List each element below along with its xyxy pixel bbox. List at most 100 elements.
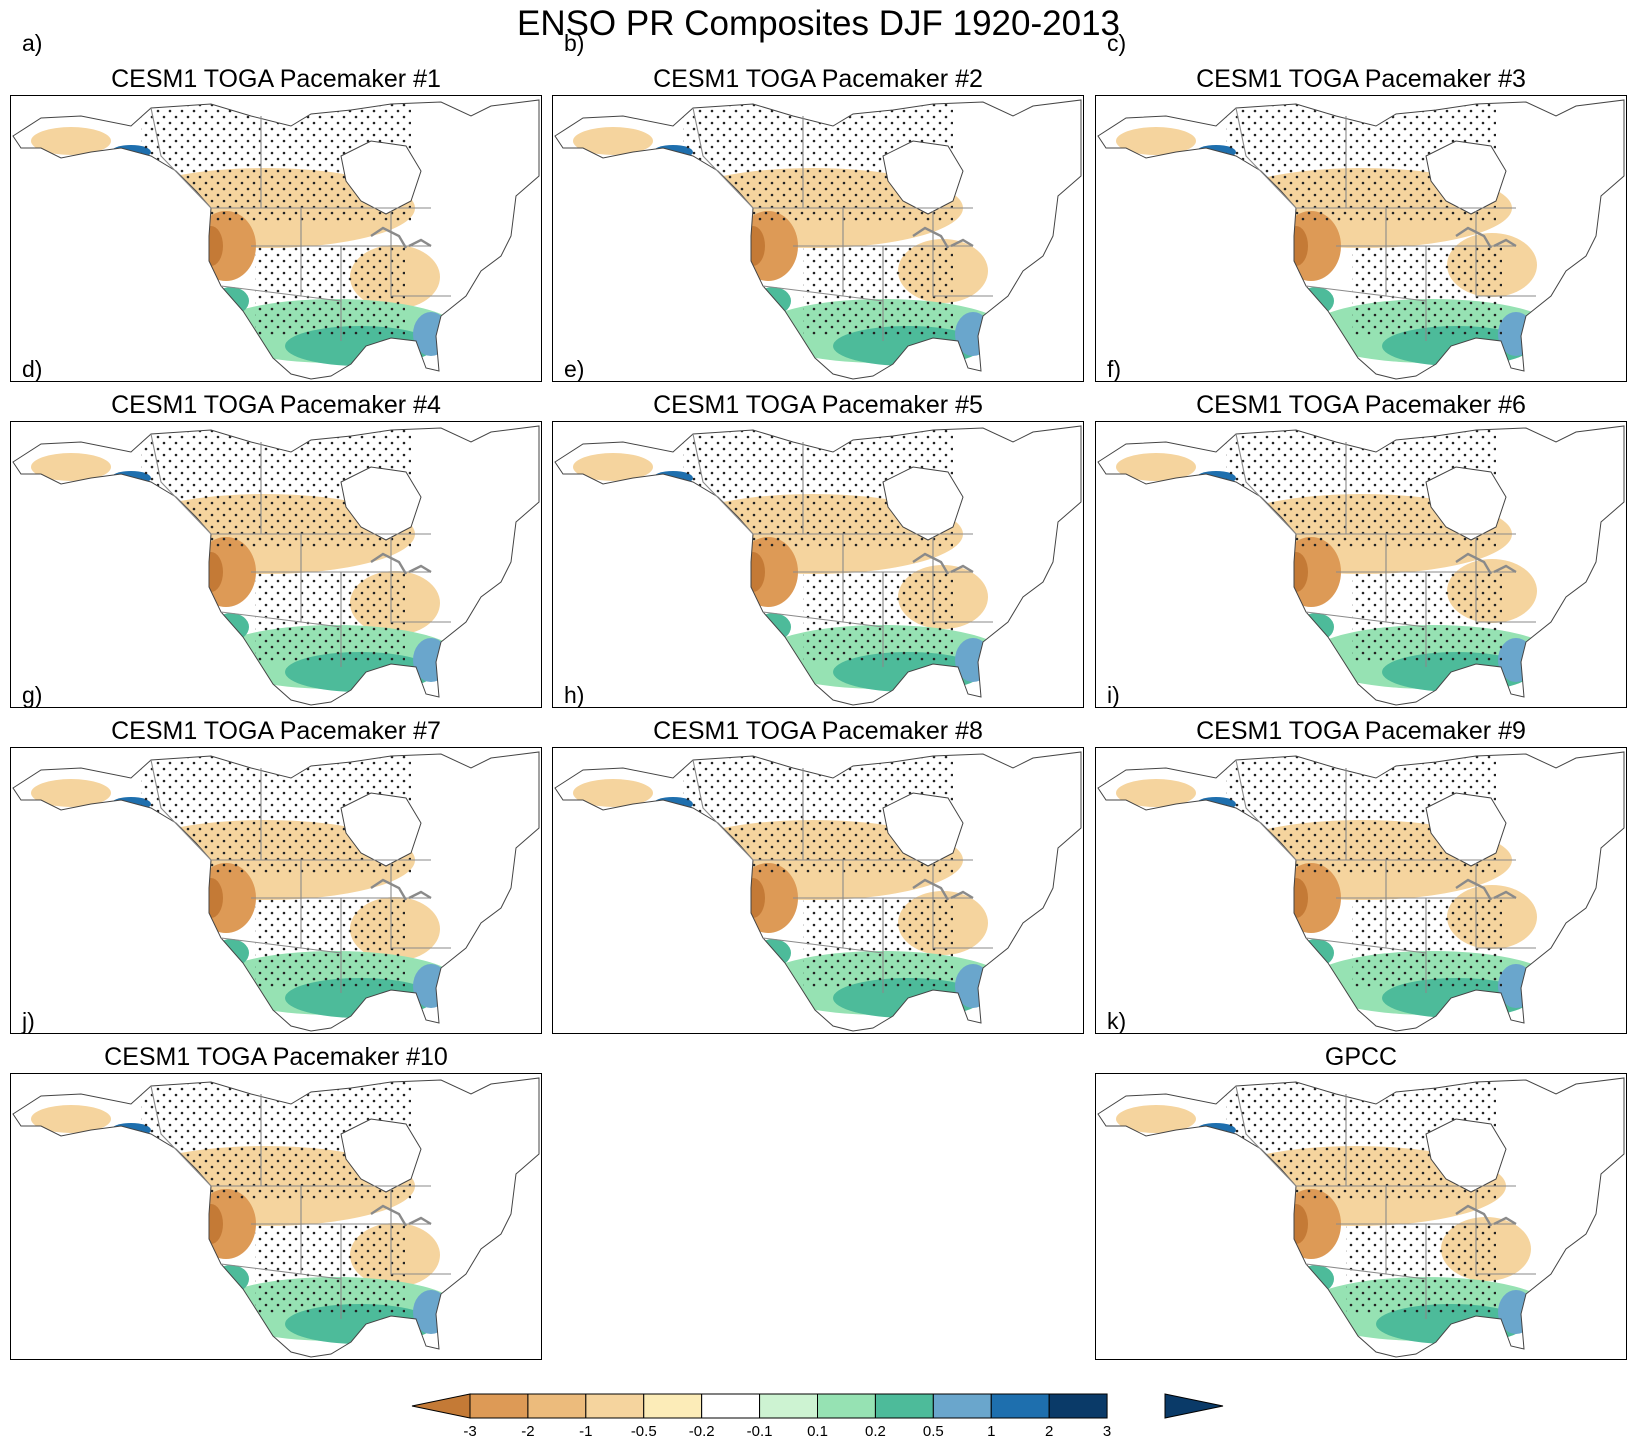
dry-region-alaska (31, 127, 111, 155)
dry-core-northwest-coast (199, 552, 223, 592)
hudson-bay (1425, 466, 1507, 541)
dry-core-northwest-coast (1284, 1204, 1308, 1244)
panel-title: CESM1 TOGA Pacemaker #2 (653, 65, 983, 93)
panel-title: CESM1 TOGA Pacemaker #10 (104, 1043, 448, 1071)
stipple-central (255, 1224, 405, 1314)
colorbar-tick-label: 0.1 (807, 1423, 828, 1440)
colorbar-tick-label: -0.1 (747, 1423, 773, 1440)
colorbar-swatch (1048, 1393, 1108, 1419)
hudson-bay (1425, 1118, 1507, 1193)
dry-core-northwest-coast (741, 226, 765, 266)
wet-core-southeast (1498, 638, 1534, 682)
precip-field (31, 752, 460, 1018)
coastline (1097, 1077, 1625, 1358)
hudson-bay (882, 466, 964, 541)
colorbar-tick-label: -3 (463, 1423, 476, 1440)
great-lakes (912, 878, 974, 901)
hudson-bay (340, 1118, 422, 1193)
coastline (554, 99, 1082, 380)
wet-core-southeast (1498, 1290, 1534, 1334)
panel-title: CESM1 TOGA Pacemaker #6 (1196, 391, 1526, 419)
precip-map (554, 99, 1082, 380)
map-frame (10, 1073, 542, 1360)
wet-region-california (213, 1265, 249, 1293)
dry-core-northwest-coast (741, 552, 765, 592)
map-frame (552, 747, 1084, 1034)
political-borders (1235, 433, 1536, 667)
panel-letter: a) (22, 30, 43, 56)
panel-title: CESM1 TOGA Pacemaker #7 (111, 717, 441, 745)
wet-core-southeast (413, 1290, 449, 1334)
dry-region-alaska (31, 1105, 111, 1133)
great-lakes (1455, 1204, 1517, 1227)
dry-region-pacific-northwest (738, 537, 798, 607)
great-lakes (1455, 552, 1517, 575)
dry-region-alaska (1116, 779, 1196, 807)
dry-core-northwest-coast (199, 1204, 223, 1244)
wet-core-southeast (413, 638, 449, 682)
precip-field (573, 752, 1008, 1018)
colorbar: -3 -2 -1 -0.5 -0.2 -0.1 0.1 0.2 0.5 1 2 3 (411, 1393, 1224, 1440)
colorbar-tick-label: 3 (1103, 1423, 1111, 1440)
wet-region-california (1298, 613, 1334, 641)
precip-map (12, 425, 540, 706)
great-lakes (912, 226, 974, 249)
map-frame (1095, 747, 1627, 1034)
dry-region-alaska (573, 779, 653, 807)
political-borders (1235, 107, 1536, 341)
precip-map (12, 99, 540, 380)
coastline (554, 751, 1082, 1032)
map-frame (1095, 421, 1627, 708)
wet-core-southeast (413, 964, 449, 1008)
political-borders (150, 433, 451, 667)
wet-core-southeast (955, 312, 991, 356)
panel-title: GPCC (1324, 1043, 1398, 1071)
dry-region-pacific-northwest (196, 537, 256, 607)
map-frame (10, 95, 542, 382)
precip-map (554, 425, 1082, 706)
coastline (1097, 751, 1625, 1032)
precip-map (12, 751, 540, 1032)
hudson-bay (882, 792, 964, 867)
panel-letter: c) (1107, 30, 1127, 56)
panel-letter: j) (22, 1008, 35, 1034)
colorbar-swatch (701, 1393, 761, 1419)
precip-map (12, 1077, 540, 1358)
stipple-central (1352, 898, 1502, 988)
dry-region-alaska (1116, 1105, 1196, 1133)
panel-letter: e) (564, 356, 585, 382)
dry-core-northwest-coast (199, 226, 223, 266)
hudson-bay (882, 140, 964, 215)
dry-region-alaska (573, 453, 653, 481)
precip-field (573, 426, 1008, 692)
precip-field (1116, 426, 1557, 692)
colorbar-swatch (469, 1393, 529, 1419)
dry-region-alaska (1116, 453, 1196, 481)
coastline (12, 1077, 540, 1358)
dry-region-pacific-northwest (196, 1189, 256, 1259)
panel-title: CESM1 TOGA Pacemaker #8 (653, 717, 983, 745)
panel-title: CESM1 TOGA Pacemaker #9 (1196, 717, 1526, 745)
dry-region-pacific-northwest (1281, 537, 1341, 607)
precip-field (1116, 100, 1557, 366)
map-frame (1095, 1073, 1627, 1360)
precip-map (554, 751, 1082, 1032)
wet-region-california (755, 939, 791, 967)
panel-letter: g) (22, 682, 43, 708)
colorbar-swatch (585, 1393, 645, 1419)
precip-map (1097, 425, 1625, 706)
coastline (12, 425, 540, 706)
coastline (1097, 425, 1625, 706)
panel-title: CESM1 TOGA Pacemaker #5 (653, 391, 983, 419)
coastline (1097, 99, 1625, 380)
colorbar-swatch (932, 1393, 992, 1419)
dry-region-alaska (1116, 127, 1196, 155)
colorbar-tick-label: 0.5 (923, 1423, 944, 1440)
dry-region-pacific-northwest (196, 863, 256, 933)
great-lakes (1455, 878, 1517, 901)
stipple-central (803, 898, 953, 988)
stipple-central (255, 898, 405, 988)
hudson-bay (1425, 140, 1507, 215)
colorbar-swatch (643, 1393, 703, 1419)
coastline (554, 425, 1082, 706)
